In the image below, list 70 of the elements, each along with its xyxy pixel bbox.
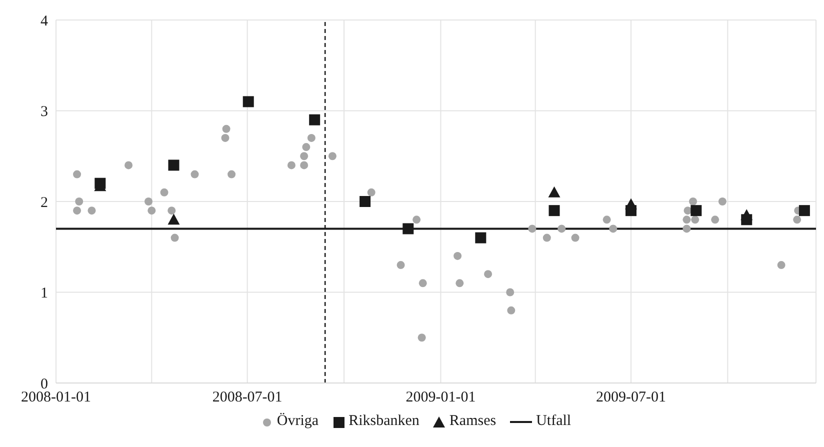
- point: [168, 214, 180, 225]
- point: [73, 206, 82, 215]
- x-tick-label: 2009-01-01: [406, 390, 476, 406]
- point: [328, 152, 336, 160]
- point: [300, 161, 308, 170]
- y-tick-label: 2: [40, 194, 48, 211]
- point: [170, 234, 179, 242]
- y-tick-label: 0: [40, 376, 48, 392]
- x-tick-label: 2008-01-01: [21, 390, 91, 406]
- point: [221, 134, 230, 142]
- point: [777, 261, 786, 270]
- point: [740, 209, 753, 220]
- point: [711, 216, 720, 224]
- point: [73, 170, 82, 178]
- point: [691, 216, 700, 224]
- point: [148, 206, 156, 215]
- legend-label: Riksbanken: [348, 413, 420, 430]
- point: [190, 170, 199, 178]
- point: [548, 205, 560, 216]
- point: [558, 224, 566, 233]
- point: [124, 161, 133, 170]
- point: [412, 216, 421, 224]
- point: [609, 224, 618, 233]
- point: [160, 188, 168, 196]
- point: [402, 223, 414, 234]
- point: [418, 334, 426, 342]
- y-tick-label: 4: [40, 13, 48, 30]
- point: [396, 261, 405, 270]
- point: [454, 252, 462, 260]
- point: [367, 188, 376, 196]
- point: [718, 198, 726, 206]
- point: [242, 96, 254, 108]
- point: [528, 224, 536, 233]
- point: [228, 170, 236, 178]
- point: [75, 198, 84, 206]
- point: [168, 206, 176, 215]
- point: [571, 234, 580, 242]
- point: [542, 234, 551, 242]
- point: [456, 279, 464, 288]
- point: [168, 160, 180, 171]
- point: [690, 205, 702, 216]
- point: [682, 224, 691, 233]
- point: [793, 216, 802, 224]
- point: [689, 198, 698, 206]
- legend-label: Övriga: [276, 413, 319, 430]
- point: [287, 161, 296, 170]
- point: [222, 124, 230, 133]
- point: [360, 196, 371, 207]
- y-tick-label: 3: [40, 104, 48, 120]
- point: [307, 134, 316, 142]
- point: [88, 206, 96, 215]
- point: [682, 216, 691, 224]
- point: [506, 288, 514, 296]
- point: [475, 232, 486, 244]
- legend-label: Utfall: [535, 413, 572, 430]
- point: [302, 143, 310, 152]
- point: [798, 205, 810, 216]
- point: [300, 152, 308, 160]
- point: [144, 198, 153, 206]
- y-tick-label: 1: [40, 286, 48, 302]
- x-tick-label: 2008-07-01: [212, 390, 282, 406]
- point: [484, 270, 492, 278]
- x-tick-label: 2009-07-01: [596, 390, 666, 406]
- point: [507, 306, 516, 314]
- point: [602, 216, 611, 224]
- legend-label: Ramses: [448, 413, 496, 430]
- point: [548, 186, 560, 198]
- point: [418, 279, 427, 288]
- point: [624, 198, 637, 210]
- point: [309, 114, 320, 126]
